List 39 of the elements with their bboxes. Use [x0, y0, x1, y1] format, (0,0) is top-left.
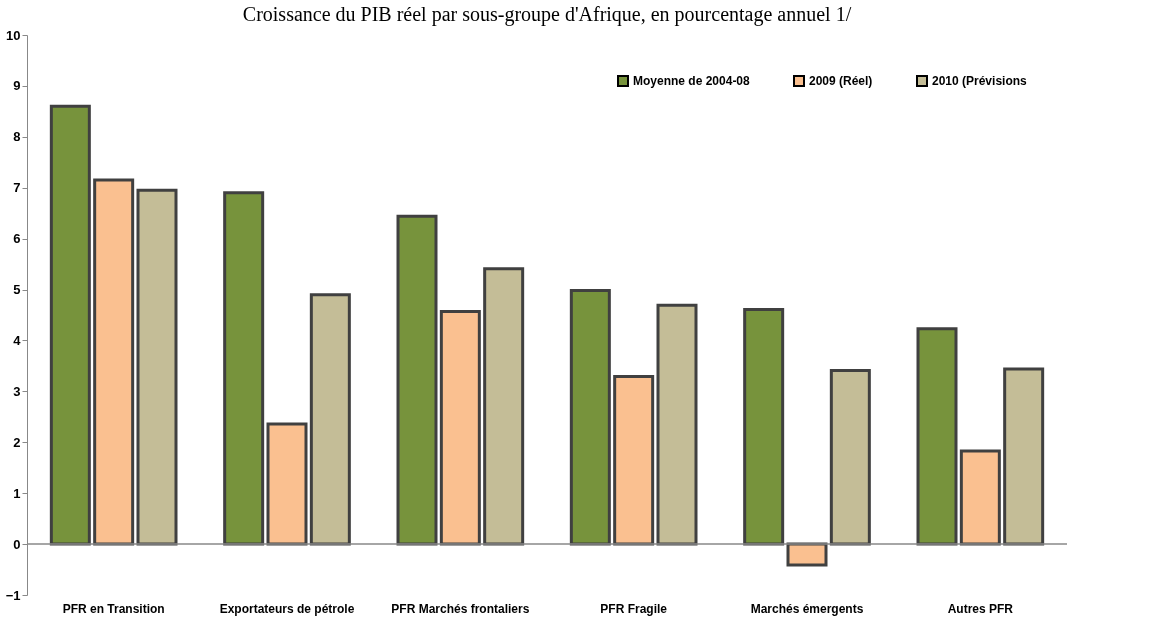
- bar: [613, 375, 655, 546]
- y-tick-label: −1: [5, 587, 21, 603]
- y-tick-label: 10: [6, 27, 21, 43]
- y-tick-label: 8: [13, 129, 21, 145]
- y-tick-label: 9: [13, 78, 21, 94]
- bar: [656, 303, 698, 546]
- bar: [829, 368, 871, 546]
- bar: [959, 449, 1001, 546]
- y-tick-label: 7: [13, 180, 21, 196]
- bar: [49, 104, 91, 546]
- bar: [309, 293, 351, 546]
- x-tick-label: PFR en Transition: [62, 601, 165, 616]
- bar: [223, 191, 265, 546]
- bar: [93, 178, 135, 546]
- x-tick-label: PFR Marchés frontaliers: [391, 601, 530, 616]
- y-tick-label: 5: [13, 282, 21, 298]
- bar: [743, 307, 785, 546]
- x-tick-label: Autres PFR: [947, 601, 1014, 616]
- legend-label: 2010 (Prévisions: [932, 74, 1028, 88]
- x-tick-label: PFR Fragile: [600, 601, 668, 616]
- bar: [569, 289, 611, 546]
- chart-title: Croissance du PIB réel par sous-groupe d'Afrique, en pourcentage annuel 1/: [242, 3, 852, 26]
- bar: [396, 214, 438, 546]
- legend-label: Moyenne de 2004-08: [633, 74, 751, 88]
- bar: [916, 327, 958, 546]
- y-tick-label: 2: [13, 434, 21, 450]
- x-tick-label: Exportateurs de pétrole: [219, 601, 355, 616]
- y-tick-label: 6: [13, 231, 21, 247]
- y-tick-label: 3: [13, 383, 21, 399]
- bar: [439, 309, 481, 546]
- bar: [1003, 367, 1045, 546]
- x-tick-label: Marchés émergents: [750, 601, 864, 616]
- bar: [483, 267, 525, 546]
- y-tick-label: 4: [13, 332, 22, 348]
- y-tick-label: 0: [13, 536, 21, 552]
- y-tick-label: 1: [13, 485, 21, 501]
- bar: [266, 422, 308, 546]
- bar: [136, 188, 178, 546]
- legend-label: 2009 (Réel): [809, 74, 873, 88]
